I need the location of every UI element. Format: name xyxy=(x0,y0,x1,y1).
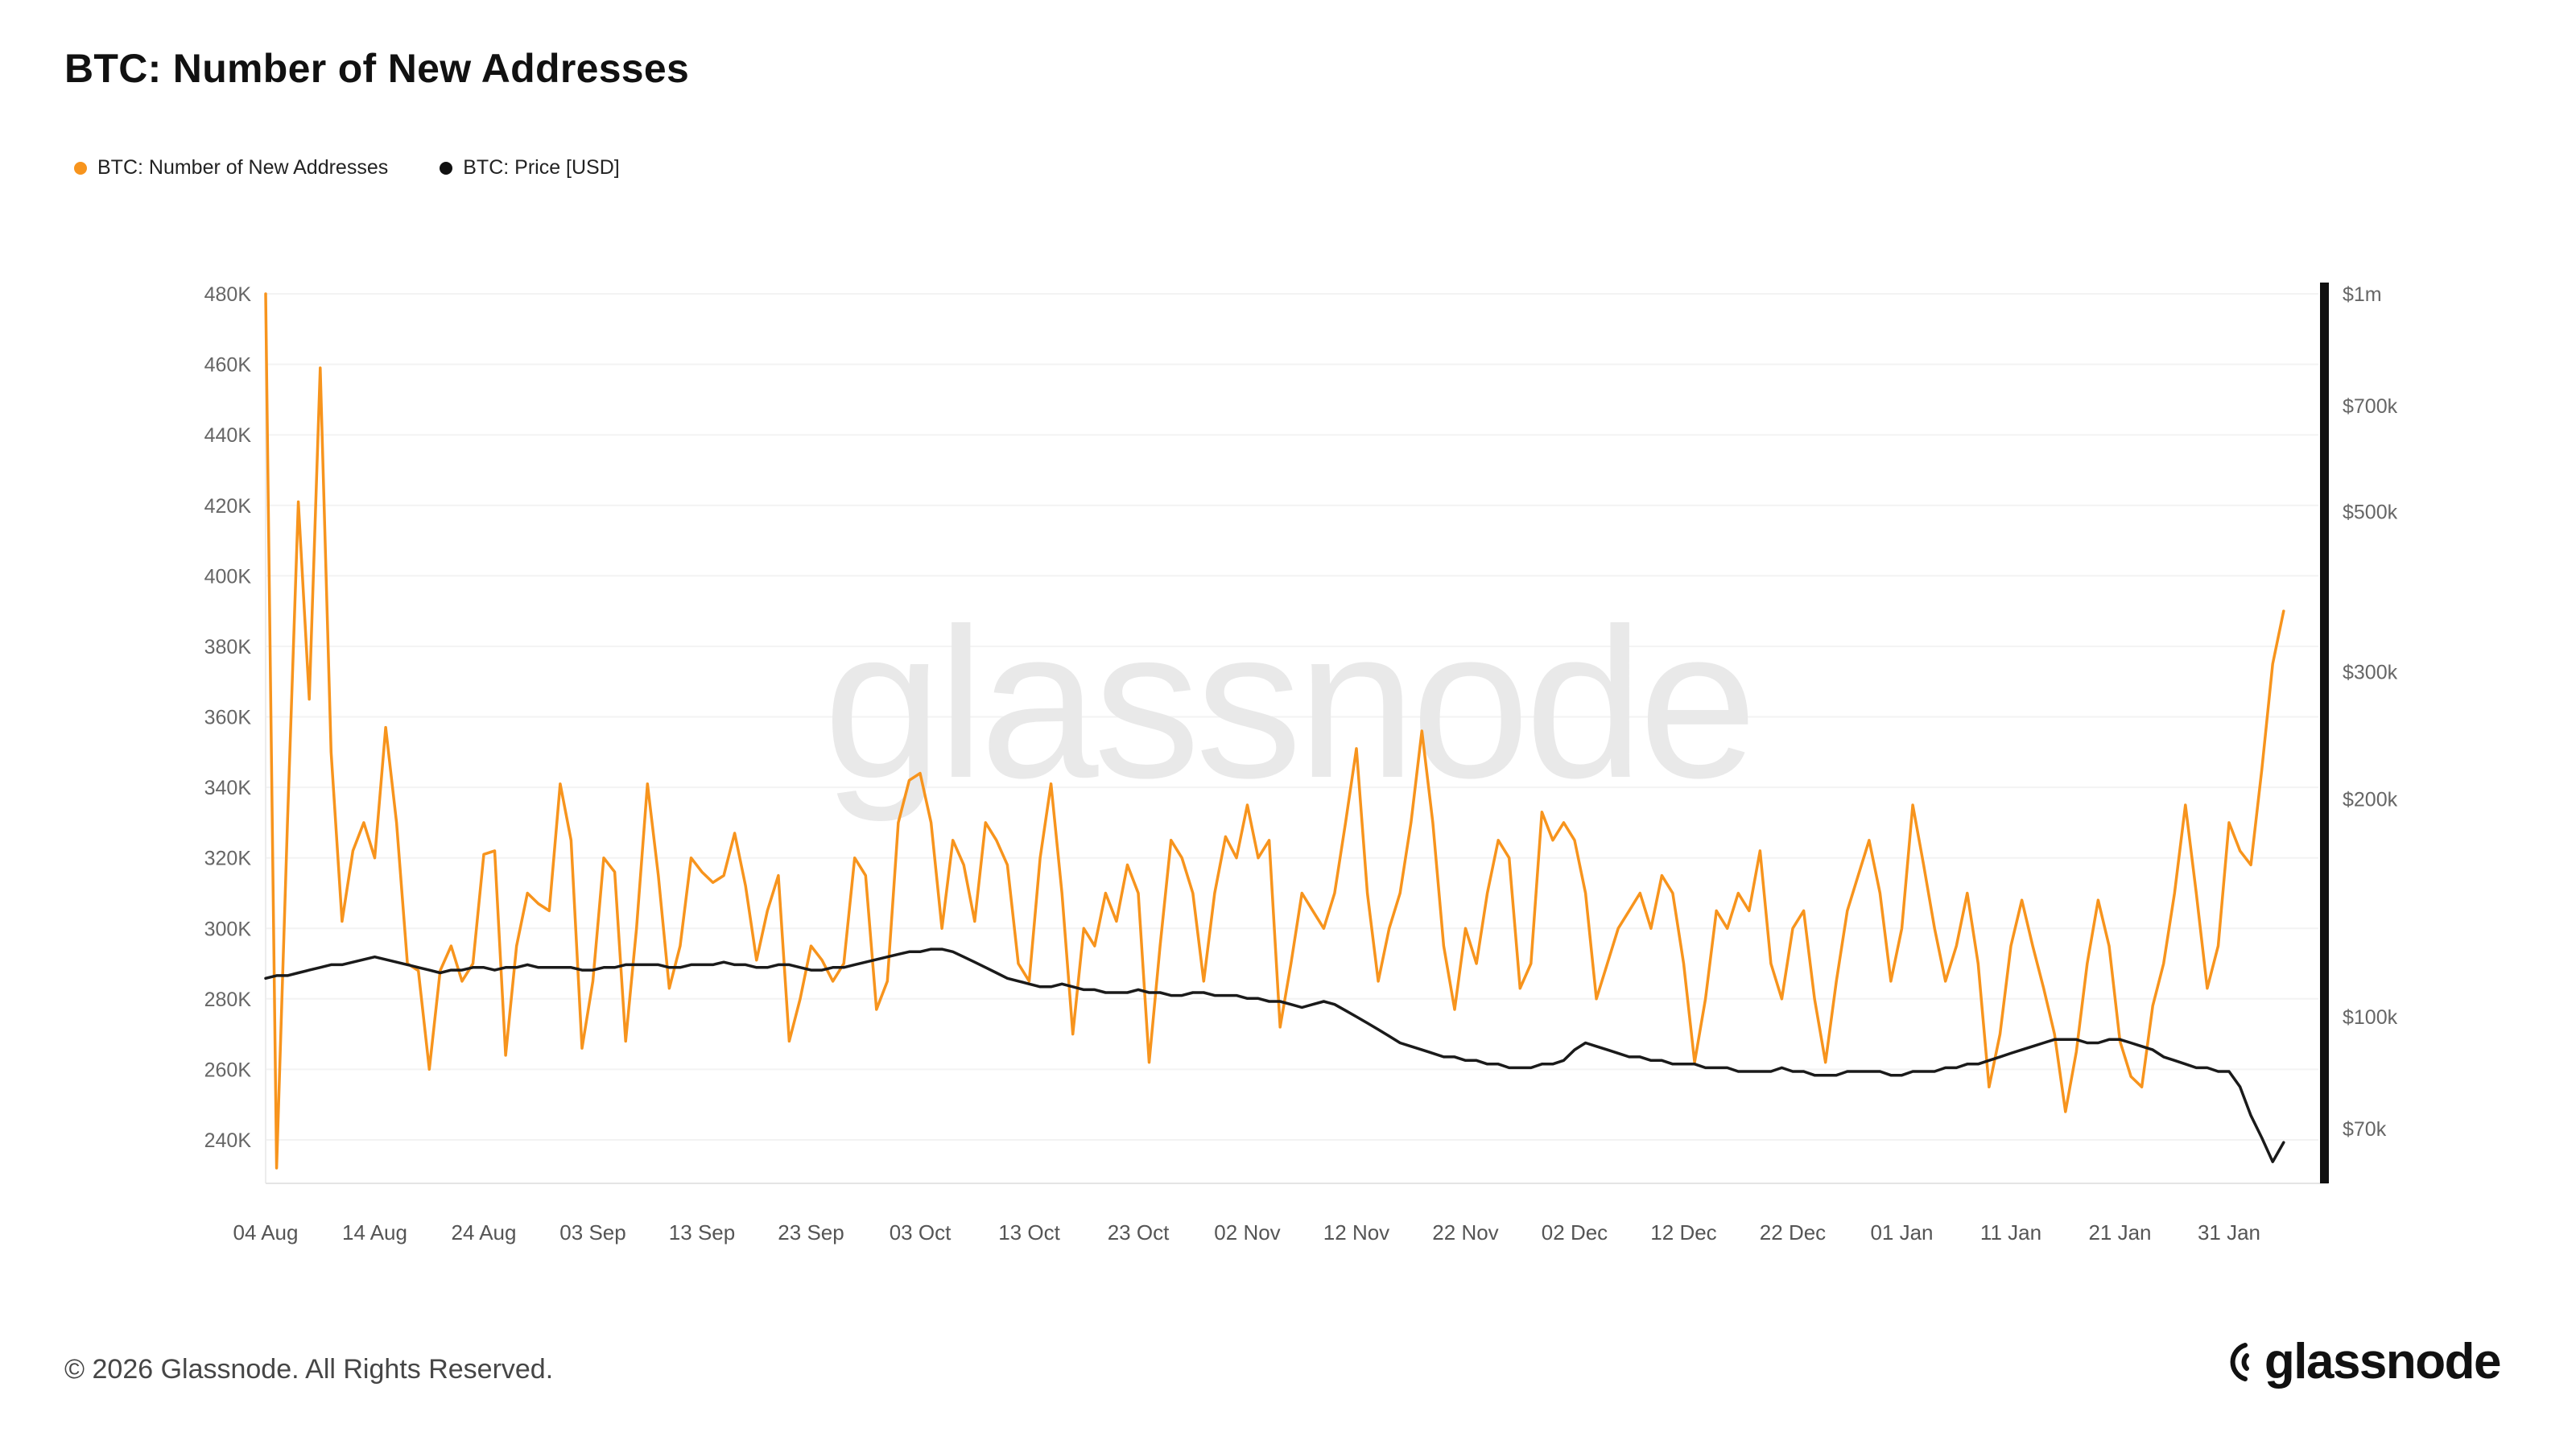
x-axis-tick-label: 21 Jan xyxy=(2088,1220,2151,1245)
right-axis-tick-label: $200k xyxy=(2343,789,2398,811)
legend-label-new-addresses: BTC: Number of New Addresses xyxy=(97,156,389,179)
x-axis-tick-label: 01 Jan xyxy=(1870,1220,1933,1245)
series-line-price xyxy=(264,947,2285,1163)
left-axis-tick-label: 260K xyxy=(204,1059,252,1081)
x-axis-tick-label: 12 Dec xyxy=(1650,1220,1716,1245)
page-title: BTC: Number of New Addresses xyxy=(64,46,690,91)
x-axis-tick-label: 22 Nov xyxy=(1432,1220,1498,1245)
glassnode-mark-icon xyxy=(2230,1342,2249,1381)
legend-dot-price-icon xyxy=(440,161,453,175)
x-axis-tick-label: 24 Aug xyxy=(452,1220,517,1245)
left-axis-tick-label: 400K xyxy=(204,565,252,588)
left-axis-tick-label: 340K xyxy=(204,777,252,799)
x-axis-tick-label: 13 Oct xyxy=(998,1220,1060,1245)
right-axis-tick-label: $100k xyxy=(2343,1006,2398,1029)
watermark-layer: glassnode xyxy=(824,584,1757,824)
legend-dot-new-addresses-icon xyxy=(74,161,87,175)
left-axis-tick-label: 360K xyxy=(204,707,252,729)
legend-item-new-addresses[interactable]: BTC: Number of New Addresses xyxy=(74,156,388,180)
axis-layer: 480K 460K 440K 420K 400K 380K 360K 340K 320K 300K… xyxy=(204,283,2398,1245)
right-axis-tick-label: $700k xyxy=(2343,395,2398,418)
legend-label-price: BTC: Price [USD] xyxy=(463,156,620,179)
right-axis-tick-label: $500k xyxy=(2343,501,2398,523)
series-layer xyxy=(264,292,2285,1170)
x-axis-tick-label: 03 Oct xyxy=(890,1220,952,1245)
right-axis-tick-label: $300k xyxy=(2343,662,2398,684)
x-axis-tick-label: 14 Aug xyxy=(342,1220,407,1245)
watermark: glassnode xyxy=(824,584,1752,824)
left-axis-tick-label: 480K xyxy=(204,283,252,306)
x-axis-tick-label: 23 Sep xyxy=(778,1220,844,1245)
chart-legend: BTC: Number of New Addresses BTC: Price … xyxy=(74,156,620,180)
left-axis-tick-label: 420K xyxy=(204,495,252,518)
x-axis-tick-label: 12 Nov xyxy=(1323,1220,1389,1245)
x-axis-tick-label: 23 Oct xyxy=(1108,1220,1170,1245)
footer-logo: glassnode xyxy=(2218,1333,2502,1390)
x-axis-tick-label: 02 Dec xyxy=(1542,1220,1608,1245)
legend-item-price[interactable]: BTC: Price [USD] xyxy=(440,156,620,180)
x-axis-tick-label: 22 Dec xyxy=(1760,1220,1826,1245)
x-axis-tick-label: 11 Jan xyxy=(1980,1220,2041,1245)
left-axis-tick-label: 380K xyxy=(204,636,252,658)
x-axis-tick-label: 13 Sep xyxy=(669,1220,735,1245)
right-axis-tick-label: $1m xyxy=(2343,283,2382,306)
footer-copyright: © 2026 Glassnode. All Rights Reserved. xyxy=(64,1354,554,1385)
series-line-new-addresses xyxy=(264,292,2285,1170)
x-axis-tick-label: 04 Aug xyxy=(233,1220,299,1245)
x-axis-tick-label: 03 Sep xyxy=(559,1220,625,1245)
gridline-layer xyxy=(265,293,2328,1184)
x-axis-tick-label: 02 Nov xyxy=(1214,1220,1280,1245)
x-axis-tick-label: 31 Jan xyxy=(2198,1220,2260,1245)
left-axis-tick-label: 280K xyxy=(204,989,252,1011)
left-axis-tick-label: 320K xyxy=(204,848,252,870)
footer-logo-text: glassnode xyxy=(2264,1334,2502,1389)
left-axis-tick-label: 300K xyxy=(204,918,252,940)
right-axis-tick-label: $70k xyxy=(2343,1118,2387,1141)
left-axis-tick-label: 240K xyxy=(204,1129,252,1152)
left-axis-tick-label: 460K xyxy=(204,354,252,377)
right-axis-bar xyxy=(2320,283,2329,1183)
left-axis-tick-label: 440K xyxy=(204,424,252,447)
